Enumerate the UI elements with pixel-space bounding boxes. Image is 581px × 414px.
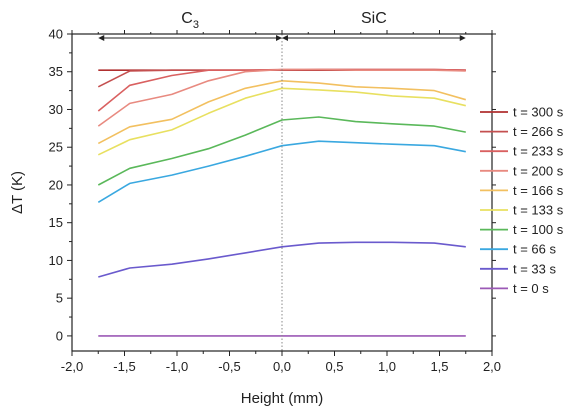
legend-label: t = 133 s — [513, 203, 564, 218]
x-tick-label: 2,0 — [483, 359, 501, 374]
y-tick-label: 25 — [49, 140, 63, 155]
x-axis-title: Height (mm) — [241, 390, 324, 407]
x-tick-label: -2,0 — [61, 359, 83, 374]
axes: -2,0 -1,5 -1,0 -0,5 0,0 0,5 1,0 1,5 2,0 0 5 10 15 20 2… — [49, 27, 502, 375]
legend-item: t = 33 s — [480, 261, 556, 276]
y-tick-label: 20 — [49, 177, 63, 192]
legend: t = 300 s t = 266 s t = 233 s t = 200 s t = … — [480, 105, 564, 296]
y-tick-label: 30 — [49, 102, 63, 117]
legend-item: t = 266 s — [480, 124, 564, 139]
legend-label: t = 200 s — [513, 163, 564, 178]
x-tick-label: 0,0 — [273, 359, 291, 374]
x-tick-label: 1,0 — [378, 359, 396, 374]
region-label: SiC — [361, 10, 387, 27]
legend-label: t = 33 s — [513, 261, 556, 276]
arrowhead-right — [276, 35, 282, 41]
region-annotations: C3 SiC — [98, 10, 466, 351]
legend-item: t = 100 s — [480, 222, 564, 237]
y-tick-label: 35 — [49, 64, 63, 79]
legend-label: t = 266 s — [513, 124, 564, 139]
region-label: C3 — [181, 10, 199, 31]
legend-label: t = 0 s — [513, 281, 549, 296]
legend-label: t = 166 s — [513, 183, 564, 198]
legend-item: t = 300 s — [480, 105, 564, 120]
series-line-6 — [97, 116, 466, 186]
series-line-7 — [97, 140, 466, 203]
series-line-5 — [97, 87, 466, 156]
y-tick-label: 5 — [56, 291, 63, 306]
y-axis-title: ΔT (K) — [9, 171, 26, 214]
x-tick-label: -0,5 — [218, 359, 240, 374]
y-tick-label: 0 — [56, 328, 63, 343]
legend-label: t = 66 s — [513, 242, 556, 257]
x-tick-label: -1,0 — [166, 359, 188, 374]
legend-item: t = 233 s — [480, 144, 564, 159]
legend-item: t = 166 s — [480, 183, 564, 198]
y-tick-label: 15 — [49, 215, 63, 230]
legend-item: t = 0 s — [480, 281, 549, 296]
region-sic: SiC — [282, 10, 466, 41]
y-tick-label: 40 — [49, 27, 63, 42]
legend-item: t = 133 s — [480, 203, 564, 218]
x-tick-label: -1,5 — [113, 359, 135, 374]
series-line-8 — [98, 241, 466, 278]
arrowhead-left — [282, 35, 288, 41]
x-tick-label: 1,5 — [430, 359, 448, 374]
legend-label: t = 233 s — [513, 144, 564, 159]
legend-item: t = 200 s — [480, 163, 564, 178]
arrowhead-right — [459, 35, 466, 41]
y-tick-label: 10 — [49, 253, 63, 268]
arrowhead-left — [98, 35, 105, 41]
legend-label: t = 100 s — [513, 222, 564, 237]
x-tick-label: 0,5 — [325, 359, 343, 374]
region-c3: C3 — [98, 10, 282, 41]
legend-label: t = 300 s — [513, 105, 564, 120]
legend-item: t = 66 s — [480, 242, 556, 257]
